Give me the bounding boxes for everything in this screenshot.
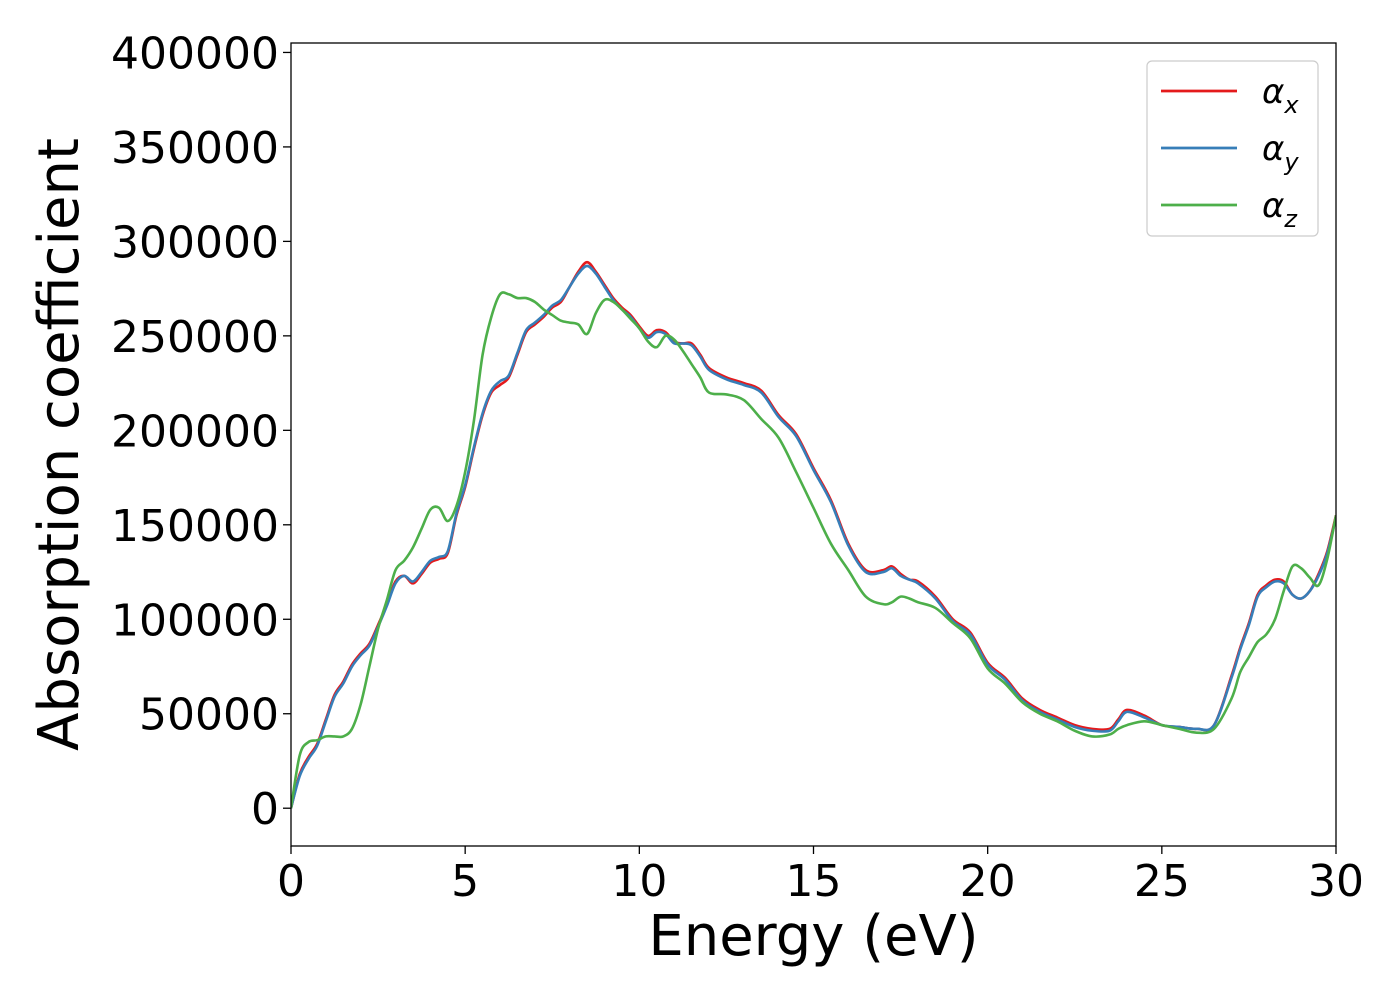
y-tick-label: 350000: [111, 123, 279, 174]
legend-entry-y: αy: [1262, 129, 1299, 176]
y-tick-label: 200000: [111, 406, 279, 457]
y-tick-label: 150000: [111, 501, 279, 552]
y-tick-label: 100000: [111, 595, 279, 646]
x-tick-label: 20: [960, 856, 1016, 907]
series-layer: [291, 260, 1336, 809]
y-tick-label: 0: [251, 784, 279, 835]
x-tick-label: 10: [611, 856, 667, 907]
legend-entry-z: αz: [1262, 186, 1298, 233]
x-axis-label: Energy (eV): [648, 904, 978, 969]
x-axis-ticks: 0 5 10 15 20 25 30: [277, 846, 1364, 907]
x-tick-label: 5: [451, 856, 479, 907]
x-tick-label: 25: [1134, 856, 1190, 907]
x-tick-label: 0: [277, 856, 305, 907]
legend-entry-sub: x: [1283, 91, 1299, 119]
legend-entry-main: α: [1262, 186, 1284, 226]
legend-entry-main: α: [1262, 129, 1284, 169]
y-tick-label: 400000: [111, 28, 279, 79]
legend-entry-x: αx: [1262, 72, 1299, 119]
x-tick-label: 15: [786, 856, 842, 907]
y-axis-label: Absorption coefficient: [27, 138, 92, 751]
series-line-y: [291, 264, 1336, 809]
y-tick-label: 50000: [139, 690, 279, 741]
y-tick-label: 250000: [111, 312, 279, 363]
legend-entry-main: α: [1262, 72, 1284, 112]
series-line-z: [291, 291, 1336, 809]
y-axis-ticks: 0 50000 100000 150000 200000 250000 300000 3500…: [111, 28, 291, 835]
y-tick-label: 300000: [111, 217, 279, 268]
x-tick-label: 30: [1308, 856, 1364, 907]
legend-entry-sub: y: [1283, 148, 1299, 176]
legend-entry-sub: z: [1283, 205, 1298, 233]
